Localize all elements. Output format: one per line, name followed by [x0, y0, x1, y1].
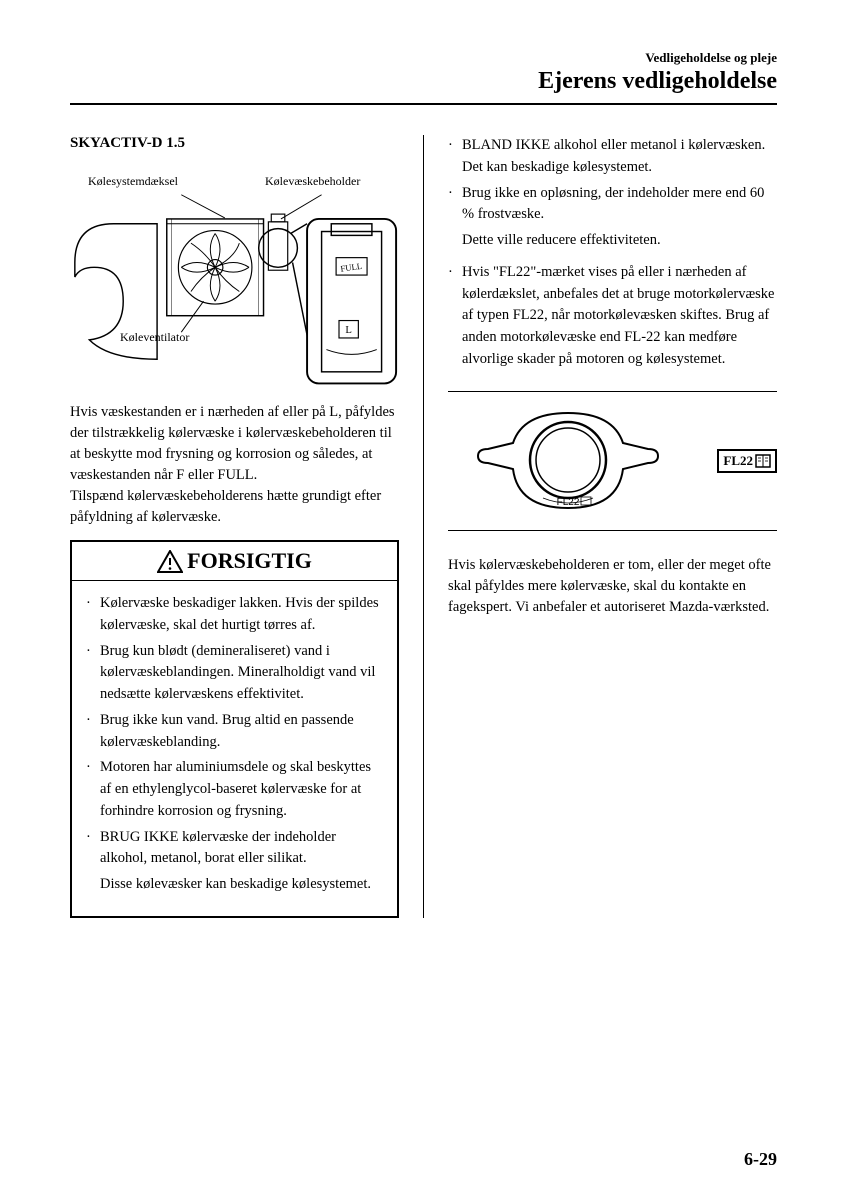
caution-header: FORSIGTIG	[72, 542, 397, 581]
right-bullet-item: ·Brug ikke en opløsning, der indeholder …	[448, 183, 777, 227]
caution-item: ·Motoren har aluminiumsdele og skal besk…	[86, 757, 383, 822]
caution-title: FORSIGTIG	[187, 548, 312, 574]
caution-item: ·Kølervæske beskadiger lakken. Hvis der …	[86, 593, 383, 637]
right-bullet-text: Hvis "FL22"-mærket vises på eller i nærh…	[462, 262, 777, 371]
caution-body: ·Kølervæske beskadiger lakken. Hvis der …	[72, 581, 397, 916]
caution-box: FORSIGTIG ·Kølervæske beskadiger lakken.…	[70, 540, 399, 918]
right-bullets: ·BLAND IKKE alkohol eller metanol i køle…	[448, 135, 777, 371]
content-columns: SKYACTIV-D 1.5	[70, 135, 777, 918]
right-bullet-item: ·Hvis "FL22"-mærket vises på eller i nær…	[448, 262, 777, 371]
bullet-marker: ·	[86, 641, 100, 706]
caution-item: ·Brug kun blødt (demineraliseret) vand i…	[86, 641, 383, 706]
column-divider	[423, 135, 424, 918]
section-heading: SKYACTIV-D 1.5	[70, 135, 399, 152]
right-bullet-item: ·BLAND IKKE alkohol eller metanol i køle…	[448, 135, 777, 179]
bullet-marker: ·	[86, 593, 100, 637]
fl22-badge-text: FL22	[723, 453, 753, 469]
caution-text: BRUG IKKE kølervæske der indeholder alko…	[100, 827, 383, 871]
svg-text:L: L	[345, 325, 352, 336]
left-column: SKYACTIV-D 1.5	[70, 135, 399, 918]
caution-text: Brug ikke kun vand. Brug altid en passen…	[100, 710, 383, 754]
caution-text: Brug kun blødt (demineraliseret) vand i …	[100, 641, 383, 706]
fl22-badge: FL22	[717, 449, 777, 473]
engine-diagram: FULL L Kølesystemdæksel Kølevæskebeholde…	[70, 162, 399, 392]
right-bottom-paragraph: Hvis kølervæskebeholderen er tom, eller …	[448, 555, 777, 618]
bullet-marker: ·	[86, 757, 100, 822]
right-bullet-text: Brug ikke en opløsning, der indeholder m…	[462, 183, 777, 227]
caution-item: ·Brug ikke kun vand. Brug altid en passe…	[86, 710, 383, 754]
svg-text:FL22: FL22	[557, 497, 580, 508]
label-reservoir: Kølevæskebeholder	[265, 174, 360, 189]
page-header: Vedligeholdelse og pleje Ejerens vedlige…	[70, 50, 777, 105]
right-bullet-text: BLAND IKKE alkohol eller metanol i køler…	[462, 135, 777, 179]
bullet-marker: ·	[448, 135, 462, 179]
caution-text: Kølervæske beskadiger lakken. Hvis der s…	[100, 593, 383, 637]
left-paragraph: Hvis væskestanden er i nærheden af eller…	[70, 402, 399, 528]
cap-diagram: FL22 FL22	[448, 391, 777, 531]
caution-item: ·BRUG IKKE kølervæske der indeholder alk…	[86, 827, 383, 871]
manual-icon	[755, 454, 771, 468]
header-category: Vedligeholdelse og pleje	[70, 50, 777, 66]
right-bullet-subtext: Dette ville reducere effektiviteten.	[448, 230, 777, 252]
caution-subtext: Disse kølevæsker kan beskadige kølesyste…	[86, 874, 383, 896]
bullet-marker: ·	[448, 262, 462, 371]
cap-svg: FL22	[468, 408, 668, 518]
header-title: Ejerens vedligeholdelse	[70, 68, 777, 95]
right-column: ·BLAND IKKE alkohol eller metanol i køle…	[448, 135, 777, 918]
label-cover: Kølesystemdæksel	[88, 174, 178, 189]
bullet-marker: ·	[86, 827, 100, 871]
warning-triangle-icon	[157, 550, 183, 573]
bullet-marker: ·	[448, 183, 462, 227]
engine-diagram-svg: FULL L	[70, 162, 399, 392]
label-fan: Køleventilator	[120, 330, 189, 345]
bullet-marker: ·	[86, 710, 100, 754]
page-number: 6-29	[744, 1149, 777, 1170]
caution-text: Motoren har aluminiumsdele og skal besky…	[100, 757, 383, 822]
